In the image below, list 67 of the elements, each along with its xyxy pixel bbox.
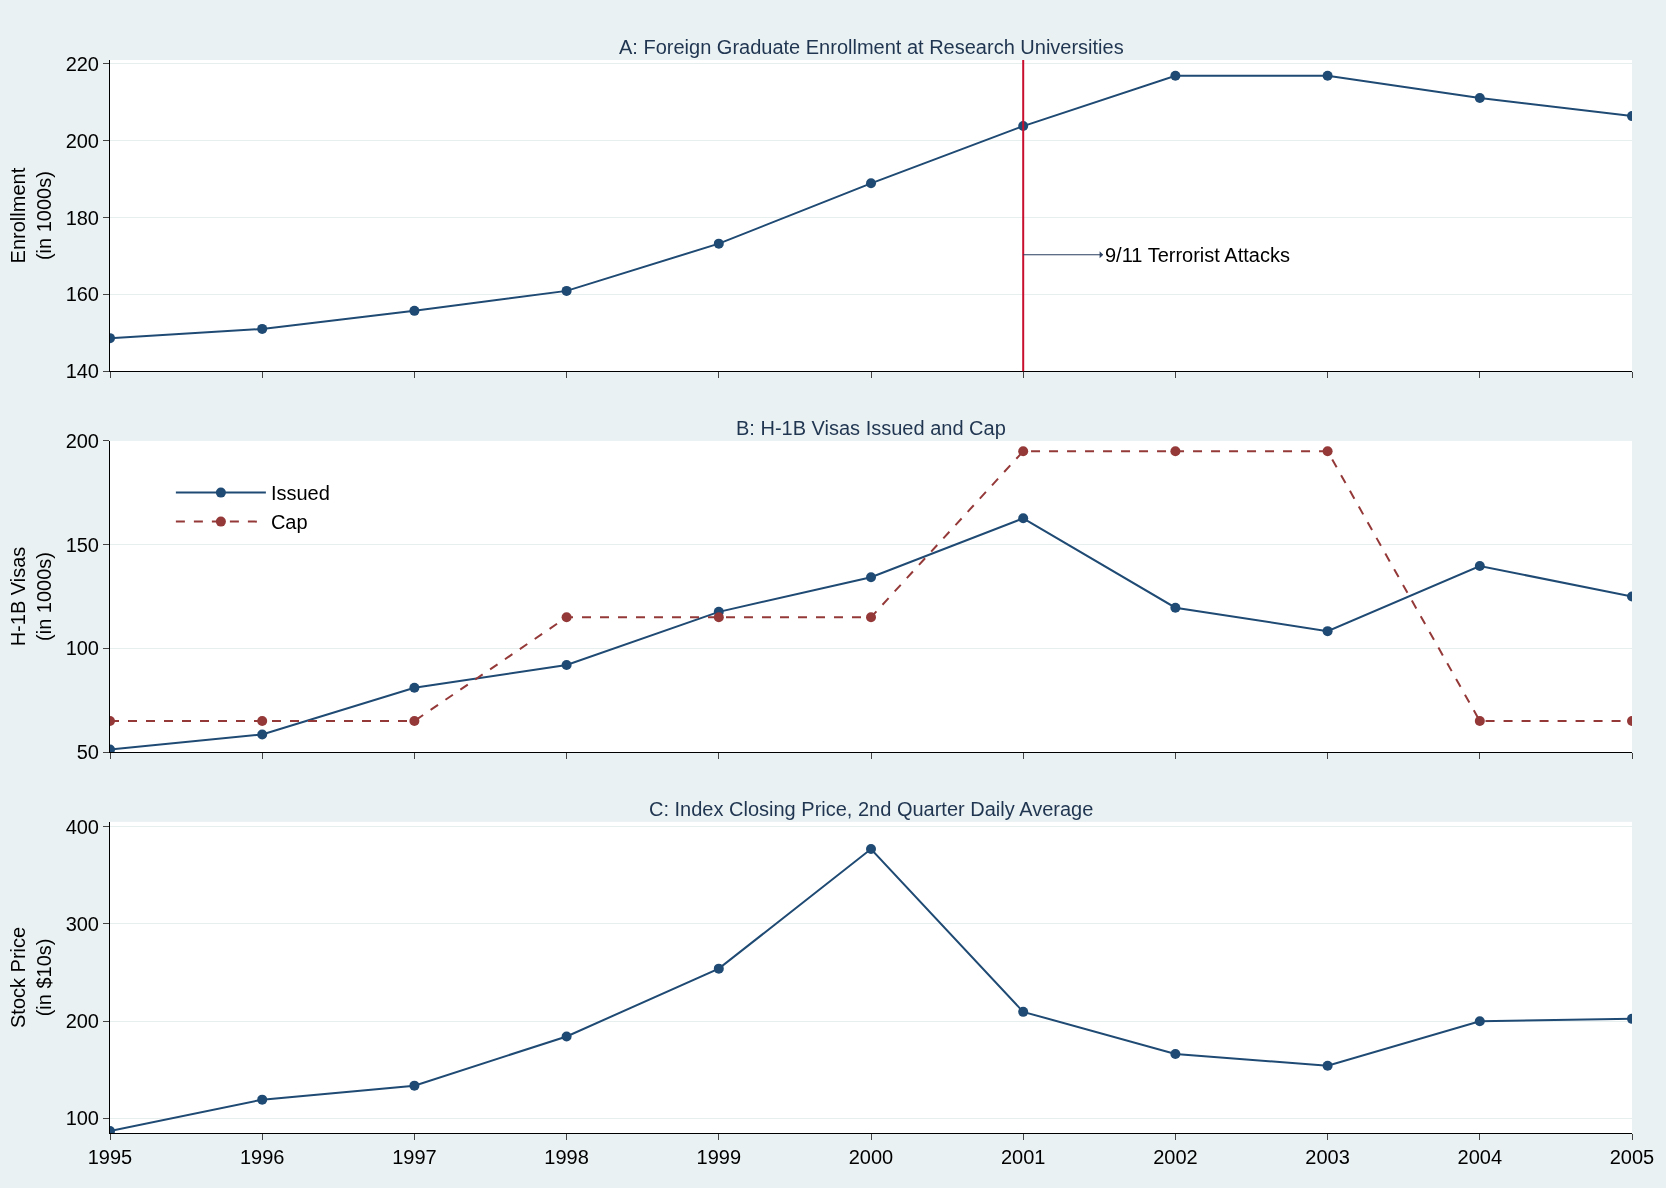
- x-tick-label: 2000: [848, 1146, 894, 1168]
- point: [1170, 602, 1181, 613]
- point: [409, 1080, 420, 1091]
- point: [866, 612, 876, 623]
- y-tick-label: 400: [65, 815, 99, 838]
- point: [409, 682, 420, 693]
- point: [561, 285, 572, 296]
- y-tick-label: 200: [65, 429, 99, 452]
- x-tick-label: 2002: [1153, 1146, 1198, 1168]
- point: [1322, 1060, 1333, 1071]
- point: [257, 323, 268, 334]
- chart-title: B: H-1B Visas Issued and Cap: [736, 417, 1006, 439]
- y-tick-label: 220: [65, 52, 99, 75]
- point: [1170, 70, 1181, 81]
- y-tick-label: 300: [65, 912, 99, 935]
- point: [561, 1031, 572, 1042]
- legend-label: Issued: [270, 482, 330, 505]
- y-tick-label: 180: [65, 206, 99, 229]
- point: [713, 238, 724, 249]
- point: [1170, 1048, 1181, 1059]
- point: [1322, 626, 1333, 637]
- point: [561, 612, 572, 623]
- y-tick-label: 140: [65, 360, 99, 383]
- y-tick-label: 160: [65, 283, 99, 306]
- point: [866, 572, 876, 583]
- x-tick-label: 1997: [392, 1146, 437, 1168]
- y-tick-label: 100: [65, 1107, 99, 1130]
- point: [1474, 93, 1485, 104]
- point: [1018, 446, 1029, 457]
- y-axis-title: Stock Price (in $10s): [7, 926, 56, 1028]
- x-tick-label: 1996: [239, 1146, 285, 1168]
- x-tick-label: 2004: [1457, 1146, 1503, 1168]
- point: [713, 963, 724, 974]
- point: [1474, 1016, 1485, 1027]
- x-tick-label: 2003: [1305, 1146, 1350, 1168]
- point: [1018, 513, 1029, 524]
- x-tick-label: 1998: [544, 1146, 589, 1168]
- y-axis-title: H-1B Visas (in 1000s): [7, 546, 56, 647]
- point: [1322, 446, 1333, 457]
- legend-label: Cap: [270, 511, 308, 534]
- point: [561, 659, 572, 670]
- annotation: 9/11 Terrorist Attacks: [1105, 244, 1290, 266]
- point: [1170, 446, 1181, 457]
- point: [713, 612, 724, 623]
- y-tick-label: 200: [65, 1010, 99, 1033]
- x-tick-label: 1995: [87, 1146, 133, 1168]
- point: [1474, 715, 1485, 726]
- y-tick-label: 100: [65, 637, 99, 660]
- x-tick-label: 2001: [1000, 1146, 1046, 1168]
- point: [409, 305, 420, 316]
- y-tick-label: 50: [76, 741, 99, 764]
- y-tick-label: 150: [65, 533, 99, 556]
- point: [257, 729, 268, 740]
- point: [257, 715, 268, 726]
- point: [409, 715, 420, 726]
- point: [257, 1094, 268, 1105]
- point: [1474, 561, 1485, 571]
- point: [1018, 1006, 1029, 1017]
- point: [1322, 70, 1333, 81]
- point: [866, 178, 876, 189]
- y-axis-title: Enrollment (in 1000s): [7, 167, 56, 264]
- y-tick-label: 200: [65, 129, 99, 152]
- chart-title: C: Index Closing Price, 2nd Quarter Daily Average: [649, 798, 1094, 820]
- x-tick-label: 2005: [1609, 1146, 1655, 1168]
- x-tick-label: 1999: [696, 1146, 742, 1168]
- chart-title: A: Foreign Graduate Enrollment at Research Universities: [619, 36, 1124, 58]
- point: [866, 844, 876, 855]
